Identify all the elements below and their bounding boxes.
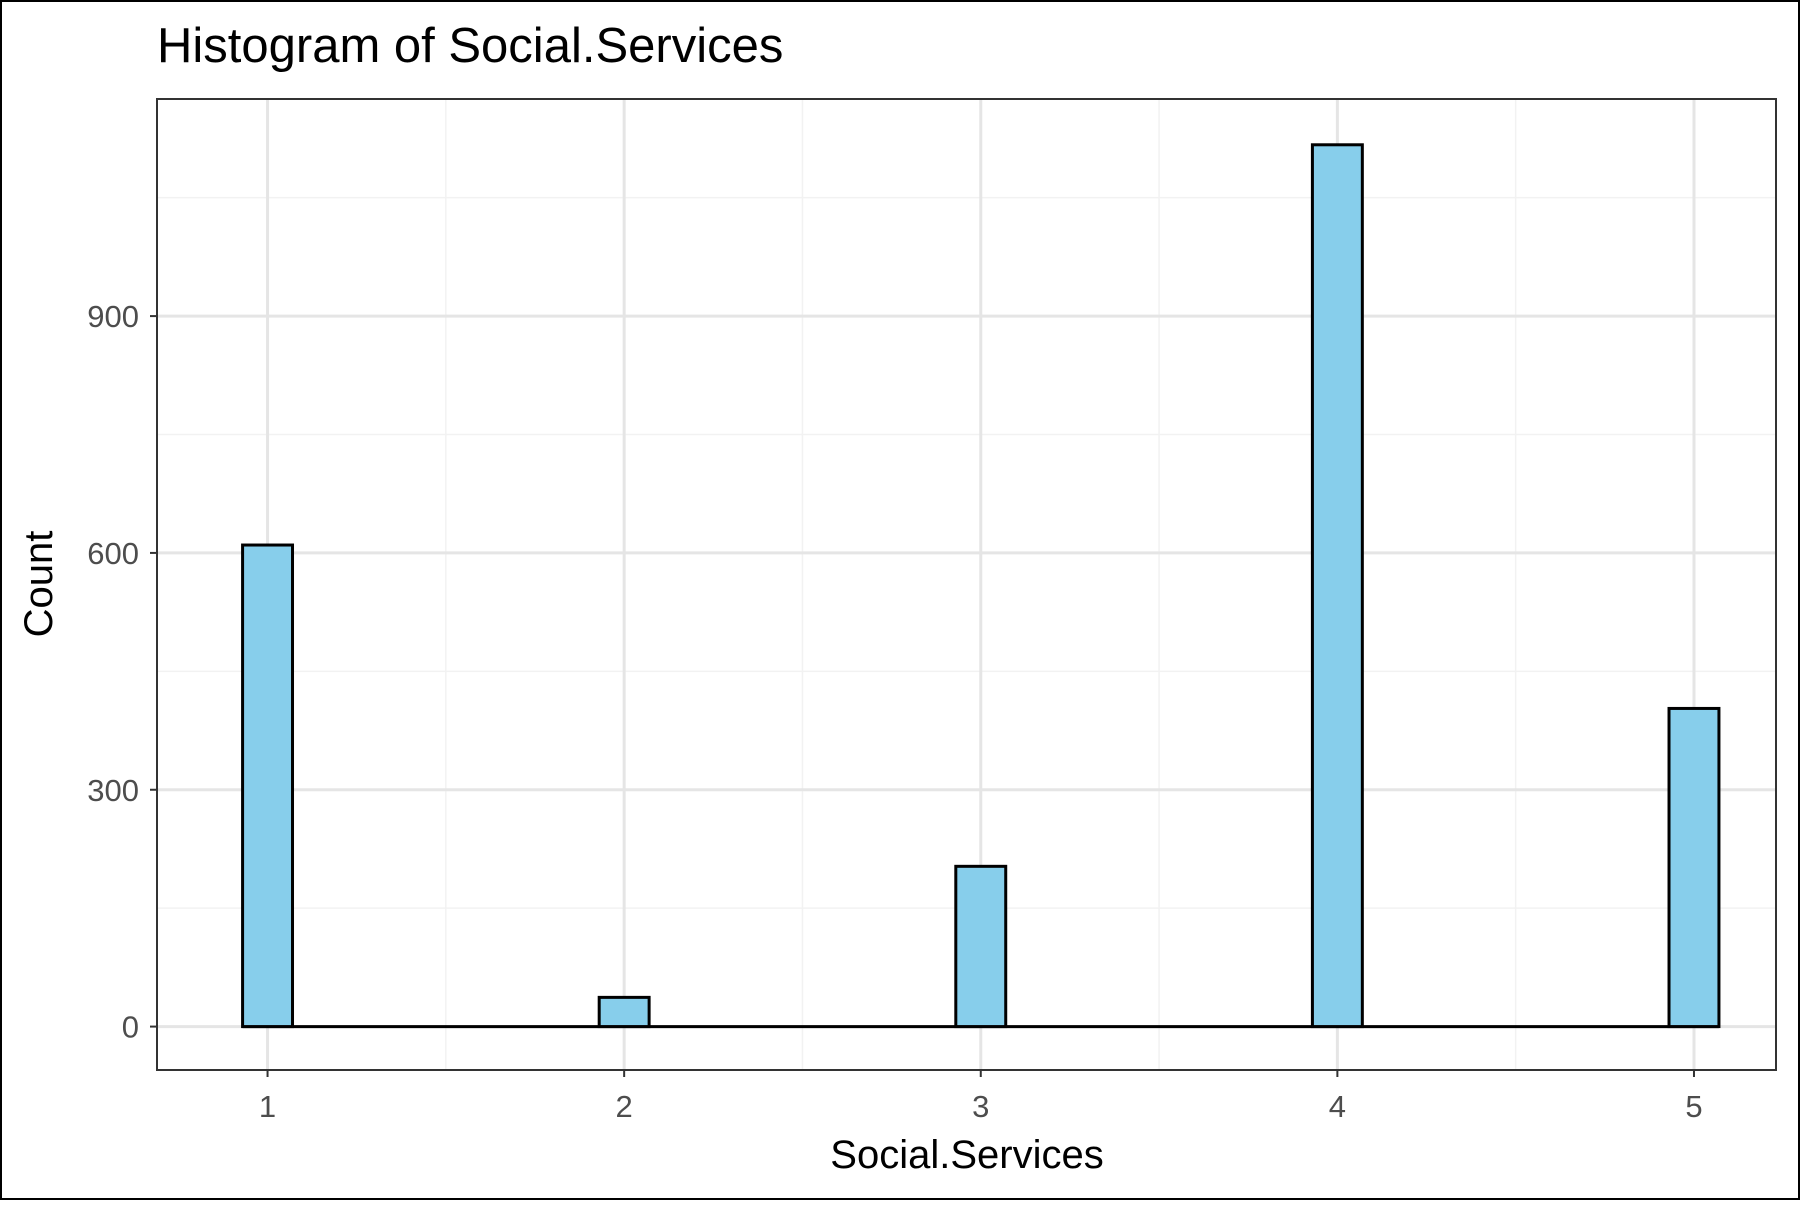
panel-border [156,98,1777,1071]
x-tick-labels: 1 2 3 4 5 [259,1070,1703,1124]
y-tick-label: 0 [122,1010,139,1045]
x-tick-label: 3 [972,1089,989,1124]
x-tick-label: 2 [616,1089,633,1124]
y-axis-title: Count [17,531,61,638]
x-tick-label: 1 [259,1089,276,1124]
histogram-bar [954,864,1008,1029]
x-axis-title: Social.Services [830,1133,1103,1177]
y-tick-label: 600 [87,536,139,571]
histogram-bar [241,543,295,1029]
y-tick-labels: 0 300 600 900 [87,299,157,1045]
histogram-bar [597,995,651,1029]
y-tick-label: 300 [87,773,139,808]
histogram-bar [1310,143,1364,1029]
histogram-bar [1667,706,1721,1029]
x-tick-label: 5 [1685,1089,1702,1124]
x-tick-label: 4 [1329,1089,1346,1124]
y-tick-label: 900 [87,299,139,334]
bars-layer [241,143,1721,1029]
chart-title: Histogram of Social.Services [157,19,783,73]
